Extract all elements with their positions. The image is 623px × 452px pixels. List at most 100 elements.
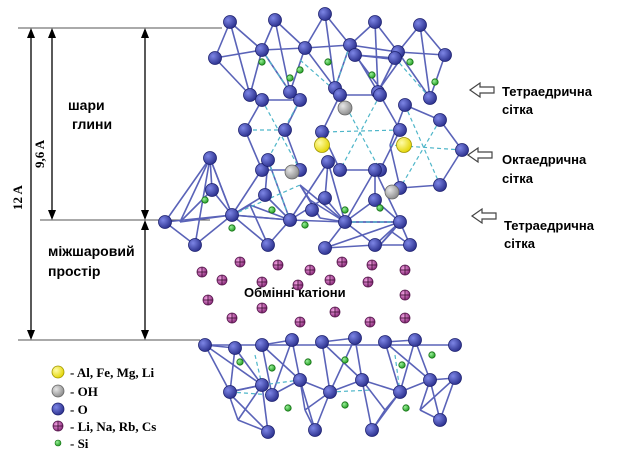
- silicon-atom: [201, 196, 209, 204]
- hollow-arrow-left-icon: [468, 81, 495, 99]
- bond-line: [321, 341, 331, 393]
- oxygen-atom: [305, 203, 319, 217]
- silicon-atom: [431, 78, 439, 86]
- exchange-cations-label: Обмінні катіони: [244, 285, 346, 300]
- hidden-bond-line: [254, 354, 263, 386]
- oxygen-atom: [433, 413, 447, 427]
- bond-line: [229, 21, 251, 96]
- bond-line: [249, 204, 269, 246]
- dim-96-label: 9,6 A: [32, 139, 47, 168]
- tetra-top-label-line2: сітка: [502, 102, 534, 117]
- oxygen-atom: [318, 241, 332, 255]
- bond-line: [439, 377, 456, 421]
- oxygen-atom: [318, 7, 332, 21]
- bond-line: [271, 339, 293, 396]
- silicon-atom: [368, 71, 376, 79]
- oxygen-atom: [333, 163, 347, 177]
- legend-metal-label: - Al, Fe, Mg, Li: [70, 365, 155, 380]
- bond-line: [244, 129, 263, 171]
- oxygen-atom: [368, 193, 382, 207]
- bond-line: [164, 214, 233, 223]
- silicon-atom: [296, 66, 304, 74]
- oxygen-atom: [261, 238, 275, 252]
- oxygen-atom: [208, 51, 222, 65]
- tetra-bottom-label-line2: сітка: [504, 236, 536, 251]
- oh-group: [384, 184, 400, 200]
- bond-line: [229, 347, 236, 393]
- oxygen-atom: [188, 238, 202, 252]
- oxygen-atom: [368, 163, 382, 177]
- bond-line: [399, 339, 416, 393]
- bond-line: [229, 21, 263, 51]
- interlayer-arrow-top: [141, 220, 149, 230]
- oxygen-atom: [255, 378, 269, 392]
- oxygen-atom: [238, 123, 252, 137]
- silicon-atom: [324, 58, 332, 66]
- oxygen-atom: [283, 85, 297, 99]
- oxygen-atom: [393, 123, 407, 137]
- oxygen-atom: [255, 163, 269, 177]
- oxygen-atom: [323, 385, 337, 399]
- legend-oxygen-label: - O: [70, 402, 88, 417]
- silicon-atom: [398, 361, 406, 369]
- bond-line: [329, 337, 356, 393]
- silicon-atom: [268, 364, 276, 372]
- oxygen-atom: [338, 215, 352, 229]
- bond-line: [214, 57, 251, 96]
- bond-line: [384, 341, 401, 393]
- bond-line: [179, 157, 211, 223]
- bond-line: [261, 47, 306, 51]
- silicon-atom: [341, 356, 349, 364]
- legend-oh-label: - OH: [70, 384, 98, 399]
- hollow-arrow-left-icon: [466, 146, 493, 164]
- bond-line: [299, 379, 316, 431]
- oxygen-atom: [255, 338, 269, 352]
- oxygen-atom: [455, 143, 469, 157]
- hidden-bond-line: [404, 104, 441, 186]
- dimension-lines: [18, 27, 222, 341]
- oxygen-atom: [408, 333, 422, 347]
- oxygen-atom: [308, 423, 322, 437]
- hidden-bond-line: [267, 159, 291, 221]
- oxygen-atom: [255, 93, 269, 107]
- oxygen-atom: [265, 388, 279, 402]
- legend-cation-label: - Li, Na, Rb, Cs: [70, 419, 156, 434]
- bond-line: [261, 344, 301, 381]
- bond-line: [324, 244, 376, 249]
- oxygen-atom: [393, 215, 407, 229]
- silicon-atom: [304, 358, 312, 366]
- bond-line: [324, 13, 336, 89]
- hidden-bond-line: [229, 391, 273, 396]
- oxygen-atom: [393, 385, 407, 399]
- oxygen-atom: [378, 335, 392, 349]
- bond-line: [231, 214, 291, 221]
- hidden-bond-line: [334, 44, 351, 89]
- silicon-atom: [236, 358, 244, 366]
- oxygen-atom: [283, 213, 297, 227]
- oxygen-atom: [261, 425, 275, 439]
- silicon-atom: [341, 206, 349, 214]
- metal-ion: [396, 137, 412, 153]
- legend-item-oxygen: - O: [51, 402, 88, 417]
- silicon-atom: [376, 204, 384, 212]
- hollow-arrow-left-icon: [470, 207, 497, 225]
- legend-oh-symbol: [51, 384, 65, 398]
- bond-line: [249, 49, 263, 96]
- hidden-bond-line: [394, 57, 431, 99]
- oxygen-atom: [315, 335, 329, 349]
- bond-line: [304, 44, 351, 49]
- bond-line: [214, 49, 263, 59]
- bond-line: [299, 184, 311, 201]
- bond-line: [164, 157, 211, 223]
- oxygen-atom: [398, 98, 412, 112]
- oxygen-atom: [278, 123, 292, 137]
- oxygen-atom: [223, 15, 237, 29]
- clay-layer-arrow-bottom: [141, 210, 149, 220]
- oxygen-atom: [365, 423, 379, 437]
- hidden-bond-line: [261, 49, 291, 93]
- bond-line: [379, 231, 393, 246]
- bond-line: [397, 51, 431, 99]
- bond-line: [344, 169, 376, 223]
- bond-line: [284, 129, 301, 171]
